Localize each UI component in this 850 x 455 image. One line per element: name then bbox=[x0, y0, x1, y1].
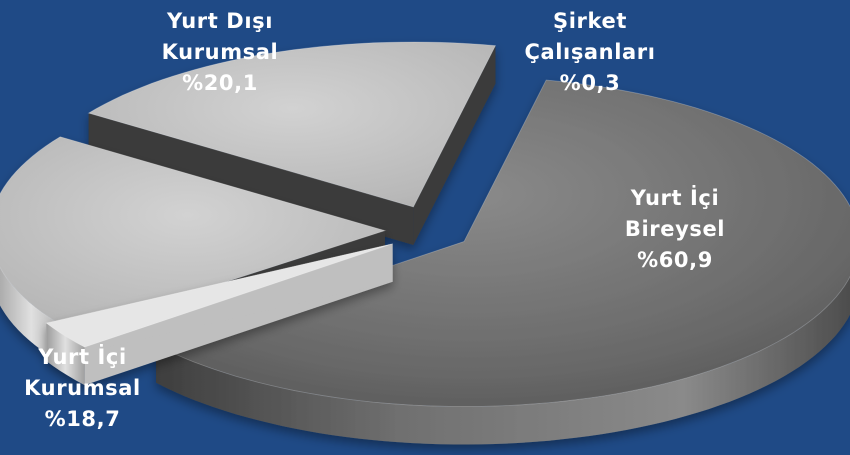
pie-slice bbox=[87, 41, 497, 245]
slice-label-percent: %60,9 bbox=[637, 248, 713, 272]
slice-label-line: Bireysel bbox=[624, 217, 726, 241]
slice-label-percent: %0,3 bbox=[559, 71, 621, 95]
slice-label-line: Yurt Dışı bbox=[166, 9, 274, 33]
slice-label-yurt-disi-kurumsal: Yurt Dışı Kurumsal %20,1 bbox=[130, 6, 310, 99]
slice-label-yurt-ici-bireysel: Yurt İçi Bireysel %60,9 bbox=[600, 183, 750, 276]
slice-label-sirket-calisanlari: Şirket Çalışanları %0,3 bbox=[500, 6, 680, 99]
slice-label-line: Yurt İçi bbox=[630, 186, 720, 210]
slice-label-line: Çalışanları bbox=[524, 40, 656, 64]
pie-slice bbox=[45, 243, 393, 386]
slice-label-line: Kurumsal bbox=[161, 40, 279, 64]
slice-label-percent: %20,1 bbox=[182, 71, 258, 95]
slice-label-line: Kurumsal bbox=[24, 376, 141, 400]
slice-label-percent: %18,7 bbox=[44, 407, 121, 431]
pie-slices bbox=[0, 41, 850, 445]
pie-slice bbox=[155, 79, 850, 445]
slice-label-yurt-ici-kurumsal: Yurt İçi Kurumsal %18,7 bbox=[0, 342, 165, 435]
slice-label-line: Şirket bbox=[553, 9, 627, 33]
slice-label-line: Yurt İçi bbox=[38, 345, 127, 369]
